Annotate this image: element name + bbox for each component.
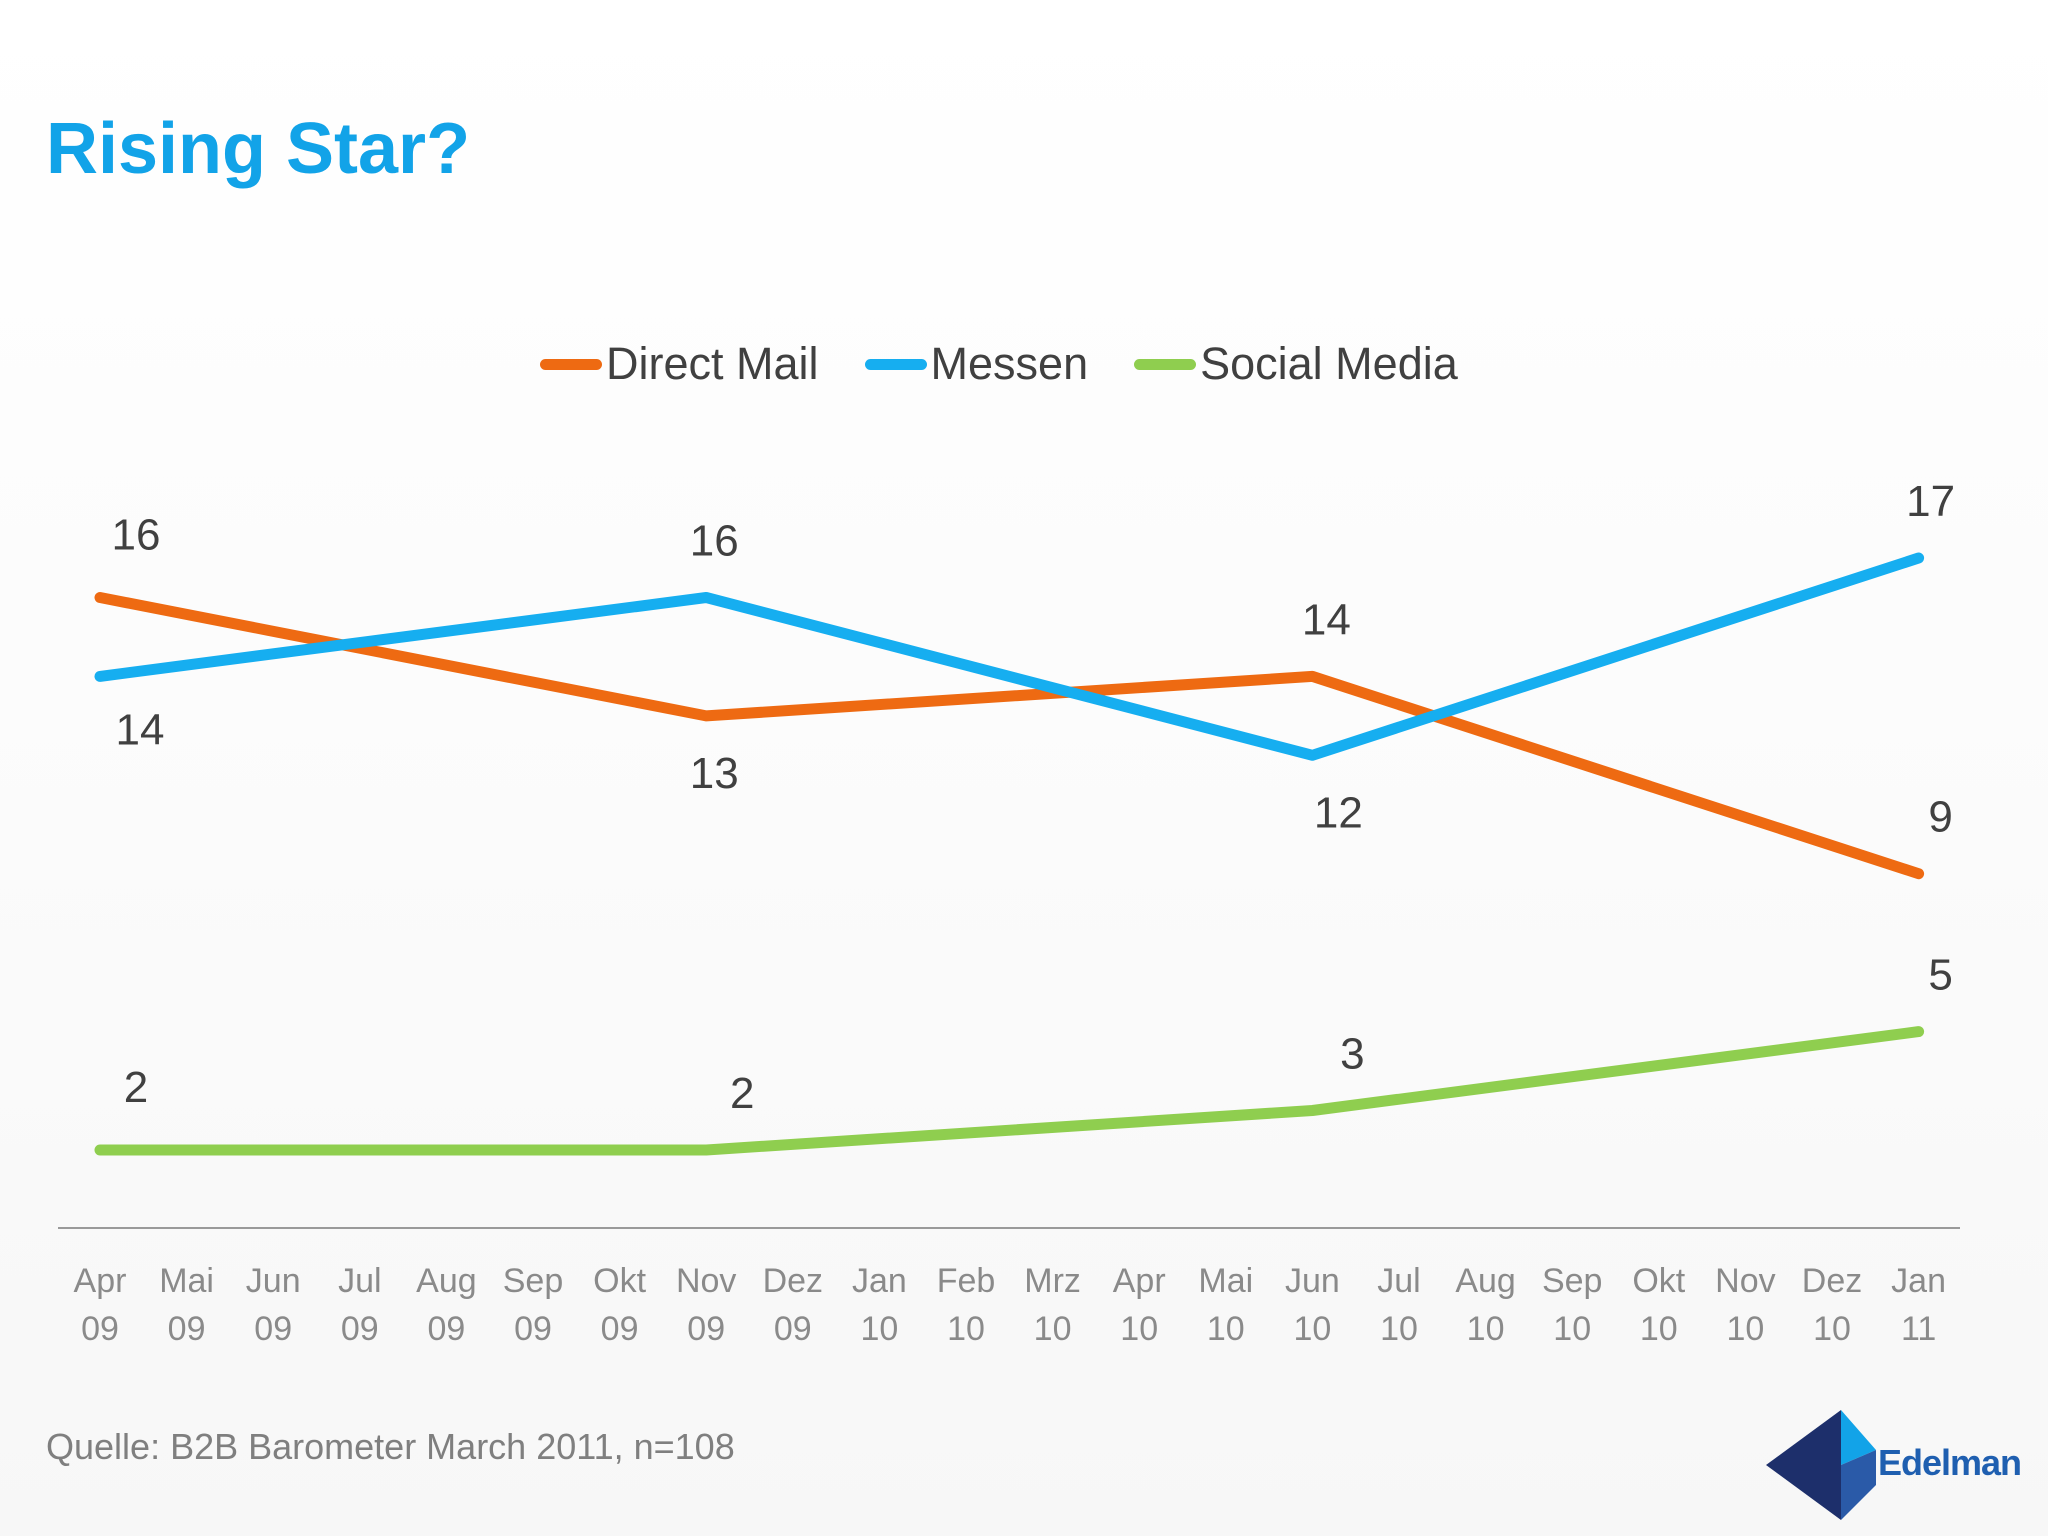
source-note: Quelle: B2B Barometer March 2011, n=108 bbox=[46, 1426, 735, 1467]
x-tick-label: 09 bbox=[427, 1310, 465, 1348]
data-label-direct-mail: 14 bbox=[1302, 595, 1351, 644]
x-tick-label: Nov bbox=[676, 1262, 736, 1300]
data-label-messen: 17 bbox=[1906, 477, 1955, 526]
x-tick-label: 09 bbox=[341, 1310, 379, 1348]
x-tick-label: Jul bbox=[1377, 1262, 1420, 1300]
edelman-logo bbox=[1766, 1410, 1876, 1520]
data-label-messen: 14 bbox=[116, 705, 165, 754]
legend-swatch-direct-mail bbox=[540, 358, 602, 370]
x-tick-label: Feb bbox=[937, 1262, 996, 1300]
x-tick-label: 09 bbox=[168, 1310, 206, 1348]
x-tick-label: 10 bbox=[1034, 1310, 1072, 1348]
x-tick-label: 10 bbox=[947, 1310, 985, 1348]
legend-swatch-social-media bbox=[1134, 358, 1197, 370]
x-tick-label: Mai bbox=[1198, 1262, 1253, 1300]
x-tick-label: Dez bbox=[763, 1262, 823, 1300]
x-tick-label: 09 bbox=[601, 1310, 639, 1348]
legend-item-social-media: Social Media bbox=[1134, 338, 1458, 390]
legend-label-social-media: Social Media bbox=[1200, 338, 1458, 389]
x-tick-label: 10 bbox=[1120, 1310, 1158, 1348]
x-tick-label: Jan bbox=[852, 1262, 907, 1300]
legend-item-messen: Messen bbox=[864, 338, 1089, 390]
x-tick-label: 11 bbox=[1901, 1310, 1936, 1348]
x-tick-label: Aug bbox=[416, 1262, 477, 1300]
x-tick-label: Apr bbox=[74, 1262, 127, 1300]
x-tick-label: Mai bbox=[159, 1262, 214, 1300]
x-tick-label: 10 bbox=[1467, 1310, 1505, 1348]
data-label-social-media: 2 bbox=[730, 1069, 754, 1118]
x-tick-label: 10 bbox=[860, 1310, 898, 1348]
x-tick-label: Okt bbox=[1632, 1262, 1685, 1300]
slide-title: Rising Star? bbox=[46, 109, 471, 189]
legend-item-direct-mail: Direct Mail bbox=[540, 338, 819, 390]
x-tick-label: 10 bbox=[1813, 1310, 1851, 1348]
data-label-messen: 12 bbox=[1314, 788, 1363, 837]
x-tick-label: 10 bbox=[1640, 1310, 1678, 1348]
x-tick-label: 09 bbox=[774, 1310, 812, 1348]
data-label-social-media: 5 bbox=[1928, 951, 1952, 1000]
x-tick-label: Jan bbox=[1891, 1262, 1946, 1300]
x-tick-label: Aug bbox=[1455, 1262, 1516, 1300]
data-label-social-media: 2 bbox=[124, 1063, 148, 1112]
x-tick-label: Okt bbox=[593, 1262, 646, 1300]
x-tick-label: 10 bbox=[1380, 1310, 1418, 1348]
data-label-messen: 16 bbox=[690, 516, 739, 565]
data-label-direct-mail: 16 bbox=[112, 510, 161, 559]
x-tick-label: 09 bbox=[514, 1310, 552, 1348]
data-label-direct-mail: 9 bbox=[1928, 793, 1952, 842]
series-line-messen bbox=[94, 552, 1925, 761]
x-tick-label: 09 bbox=[254, 1310, 292, 1348]
x-tick-label: 10 bbox=[1726, 1310, 1764, 1348]
data-label-social-media: 3 bbox=[1340, 1030, 1364, 1079]
data-label-direct-mail: 13 bbox=[690, 749, 739, 798]
x-tick-label: Apr bbox=[1113, 1262, 1166, 1300]
series-line-direct-mail bbox=[94, 592, 1925, 880]
x-tick-label: 10 bbox=[1553, 1310, 1591, 1348]
x-tick-label: Sep bbox=[503, 1262, 564, 1300]
legend-label-direct-mail: Direct Mail bbox=[606, 338, 819, 389]
legend-label-messen: Messen bbox=[930, 338, 1089, 389]
chart-legend: Direct Mail Messen Social Media bbox=[540, 338, 1504, 390]
series-line-social-media bbox=[94, 1026, 1925, 1156]
x-tick-label: Jul bbox=[338, 1262, 381, 1300]
x-tick-label: Dez bbox=[1802, 1262, 1862, 1300]
x-tick-label: 10 bbox=[1207, 1310, 1245, 1348]
x-tick-label: Nov bbox=[1715, 1262, 1775, 1300]
x-tick-label: 10 bbox=[1293, 1310, 1331, 1348]
x-tick-label: 09 bbox=[687, 1310, 725, 1348]
x-tick-label: Sep bbox=[1542, 1262, 1603, 1300]
x-tick-label: 09 bbox=[81, 1310, 119, 1348]
x-tick-label: Jun bbox=[1285, 1262, 1340, 1300]
x-tick-label: Jun bbox=[246, 1262, 301, 1300]
legend-swatch-messen bbox=[864, 358, 927, 370]
logo-text: Edelman bbox=[1878, 1442, 2022, 1483]
x-tick-label: Mrz bbox=[1024, 1262, 1081, 1300]
